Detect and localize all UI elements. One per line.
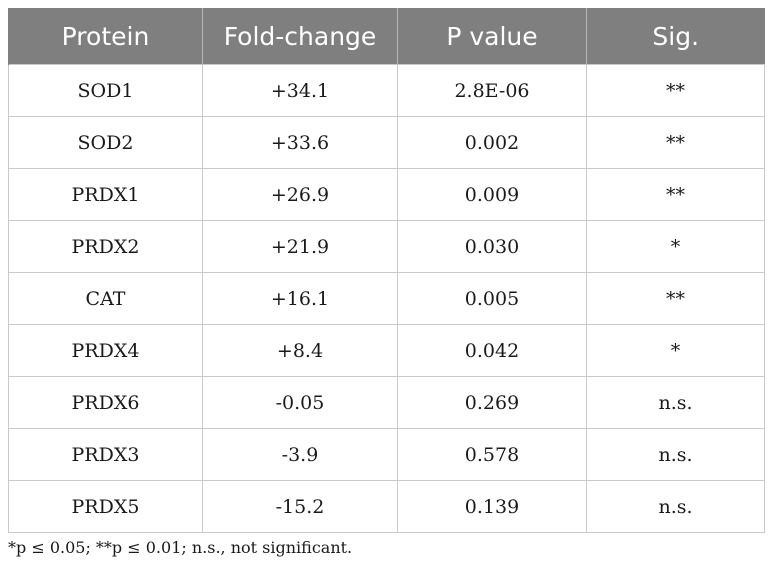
cell-sig: ** xyxy=(586,116,765,169)
cell-sig: n.s. xyxy=(586,428,765,481)
cell-sig: * xyxy=(586,220,765,273)
cell-fold-change: -0.05 xyxy=(202,376,398,429)
cell-fold-change: +21.9 xyxy=(202,220,398,273)
cell-fold-change: -3.9 xyxy=(202,428,398,481)
cell-sig: ** xyxy=(586,272,765,325)
protein-results-table: Protein Fold-change P value Sig. SOD1 +3… xyxy=(8,8,765,533)
cell-p-value: 0.042 xyxy=(397,324,587,377)
table-row: PRDX5 -15.2 0.139 n.s. xyxy=(8,480,765,533)
cell-protein: SOD1 xyxy=(8,64,203,117)
cell-protein: PRDX6 xyxy=(8,376,203,429)
table-row: PRDX2 +21.9 0.030 * xyxy=(8,220,765,273)
cell-fold-change: +16.1 xyxy=(202,272,398,325)
cell-protein: CAT xyxy=(8,272,203,325)
cell-protein: PRDX4 xyxy=(8,324,203,377)
table-row: PRDX6 -0.05 0.269 n.s. xyxy=(8,376,765,429)
cell-p-value: 0.009 xyxy=(397,168,587,221)
cell-fold-change: +8.4 xyxy=(202,324,398,377)
table-row: SOD1 +34.1 2.8E-06 ** xyxy=(8,64,765,117)
cell-protein: PRDX1 xyxy=(8,168,203,221)
table-row: PRDX4 +8.4 0.042 * xyxy=(8,324,765,377)
cell-p-value: 2.8E-06 xyxy=(397,64,587,117)
cell-p-value: 0.269 xyxy=(397,376,587,429)
table-footnote: *p ≤ 0.05; **p ≤ 0.01; n.s., not signifi… xyxy=(8,538,353,557)
cell-fold-change: +33.6 xyxy=(202,116,398,169)
table-row: SOD2 +33.6 0.002 ** xyxy=(8,116,765,169)
cell-fold-change: -15.2 xyxy=(202,480,398,533)
table-row: PRDX3 -3.9 0.578 n.s. xyxy=(8,428,765,481)
header-protein: Protein xyxy=(8,8,203,65)
cell-sig: ** xyxy=(586,168,765,221)
cell-protein: PRDX3 xyxy=(8,428,203,481)
results-table-container: Protein Fold-change P value Sig. SOD1 +3… xyxy=(8,8,765,533)
header-sig: Sig. xyxy=(586,8,765,65)
table-row: PRDX1 +26.9 0.009 ** xyxy=(8,168,765,221)
cell-sig: n.s. xyxy=(586,376,765,429)
cell-p-value: 0.578 xyxy=(397,428,587,481)
cell-p-value: 0.002 xyxy=(397,116,587,169)
table-header-row: Protein Fold-change P value Sig. xyxy=(8,8,765,65)
cell-sig: ** xyxy=(586,64,765,117)
header-p-value: P value xyxy=(397,8,587,65)
cell-protein: PRDX2 xyxy=(8,220,203,273)
cell-protein: PRDX5 xyxy=(8,480,203,533)
cell-sig: * xyxy=(586,324,765,377)
table-row: CAT +16.1 0.005 ** xyxy=(8,272,765,325)
cell-p-value: 0.139 xyxy=(397,480,587,533)
cell-p-value: 0.005 xyxy=(397,272,587,325)
cell-protein: SOD2 xyxy=(8,116,203,169)
cell-p-value: 0.030 xyxy=(397,220,587,273)
cell-fold-change: +34.1 xyxy=(202,64,398,117)
cell-sig: n.s. xyxy=(586,480,765,533)
cell-fold-change: +26.9 xyxy=(202,168,398,221)
header-fold-change: Fold-change xyxy=(202,8,398,65)
